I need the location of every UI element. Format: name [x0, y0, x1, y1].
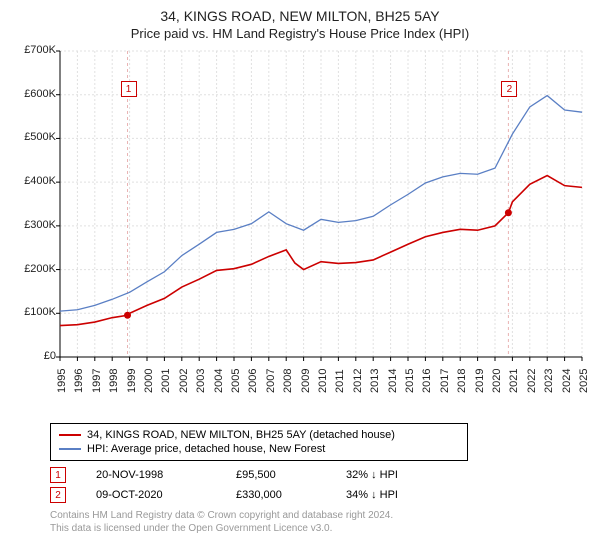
- x-tick-label: 2024: [561, 369, 573, 393]
- x-tick-label: 2022: [526, 369, 538, 393]
- legend: 34, KINGS ROAD, NEW MILTON, BH25 5AY (de…: [50, 423, 468, 461]
- x-tick-label: 2009: [300, 369, 312, 393]
- x-tick-label: 2006: [247, 369, 259, 393]
- x-tick-label: 2016: [421, 369, 433, 393]
- chart-area: £0 £100K £200K £300K £400K £500K £600K £700K 19…: [12, 47, 588, 417]
- x-tick-label: 1999: [126, 369, 138, 393]
- title-address: 34, KINGS ROAD, NEW MILTON, BH25 5AY: [12, 8, 588, 24]
- y-tick-label: £400K: [12, 175, 56, 187]
- sale-date-1: 20-NOV-1998: [96, 469, 206, 481]
- sales-table: 1 20-NOV-1998 £95,500 32% ↓ HPI 2 09-OCT…: [50, 467, 588, 503]
- legend-swatch-property: [59, 434, 81, 436]
- chart-container: 34, KINGS ROAD, NEW MILTON, BH25 5AY Pri…: [0, 0, 600, 543]
- x-tick-label: 2018: [456, 369, 468, 393]
- y-tick-label: £500K: [12, 131, 56, 143]
- legend-label-hpi: HPI: Average price, detached house, New …: [87, 443, 325, 455]
- sale-marker-badge: 2: [501, 81, 517, 97]
- footer-line1: Contains HM Land Registry data © Crown c…: [50, 509, 588, 522]
- x-tick-label: 1996: [73, 369, 85, 393]
- y-tick-label: £200K: [12, 263, 56, 275]
- x-tick-label: 1995: [56, 369, 68, 393]
- sale-price-1: £95,500: [236, 469, 316, 481]
- sale-badge-2: 2: [50, 487, 66, 503]
- x-tick-label: 2002: [178, 369, 190, 393]
- x-tick-label: 2019: [474, 369, 486, 393]
- y-tick-label: £700K: [12, 44, 56, 56]
- sale-date-2: 09-OCT-2020: [96, 489, 206, 501]
- x-tick-label: 1997: [91, 369, 103, 393]
- sale-diff-2: 34% ↓ HPI: [346, 489, 436, 501]
- x-tick-label: 2005: [230, 369, 242, 393]
- x-tick-label: 2017: [439, 369, 451, 393]
- legend-item-hpi: HPI: Average price, detached house, New …: [59, 442, 459, 456]
- x-tick-label: 2011: [334, 369, 346, 393]
- legend-item-property: 34, KINGS ROAD, NEW MILTON, BH25 5AY (de…: [59, 428, 459, 442]
- line-chart-svg: [12, 47, 588, 417]
- x-tick-label: 2025: [578, 369, 590, 393]
- x-tick-label: 2010: [317, 369, 329, 393]
- legend-label-property: 34, KINGS ROAD, NEW MILTON, BH25 5AY (de…: [87, 429, 395, 441]
- y-tick-label: £600K: [12, 88, 56, 100]
- x-tick-label: 2013: [369, 369, 381, 393]
- sale-badge-1: 1: [50, 467, 66, 483]
- footer-line2: This data is licensed under the Open Gov…: [50, 522, 588, 535]
- y-tick-label: £100K: [12, 306, 56, 318]
- y-tick-label: £0: [12, 350, 56, 362]
- title-subtitle: Price paid vs. HM Land Registry's House …: [12, 26, 588, 41]
- sale-marker-badge: 1: [121, 81, 137, 97]
- y-tick-label: £300K: [12, 219, 56, 231]
- x-tick-label: 2012: [352, 369, 364, 393]
- x-tick-label: 2004: [213, 369, 225, 393]
- x-tick-label: 2014: [387, 369, 399, 393]
- x-tick-label: 2015: [404, 369, 416, 393]
- x-tick-label: 2008: [282, 369, 294, 393]
- x-tick-label: 2001: [160, 369, 172, 393]
- x-tick-label: 2007: [265, 369, 277, 393]
- x-tick-label: 2020: [491, 369, 503, 393]
- sale-diff-1: 32% ↓ HPI: [346, 469, 436, 481]
- sale-row-2: 2 09-OCT-2020 £330,000 34% ↓ HPI: [50, 487, 588, 503]
- x-tick-label: 1998: [108, 369, 120, 393]
- x-tick-label: 2023: [543, 369, 555, 393]
- footer-attribution: Contains HM Land Registry data © Crown c…: [50, 509, 588, 535]
- sale-row-1: 1 20-NOV-1998 £95,500 32% ↓ HPI: [50, 467, 588, 483]
- sale-price-2: £330,000: [236, 489, 316, 501]
- x-tick-label: 2000: [143, 369, 155, 393]
- x-tick-label: 2003: [195, 369, 207, 393]
- x-tick-label: 2021: [508, 369, 520, 393]
- legend-swatch-hpi: [59, 448, 81, 450]
